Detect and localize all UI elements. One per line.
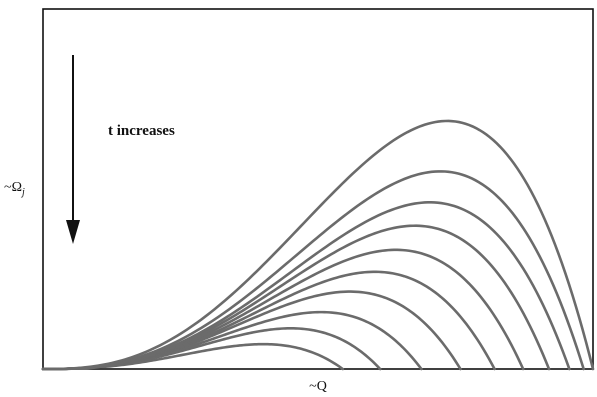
y-axis-label-subscript: j — [20, 187, 25, 198]
series-line-4 — [41, 290, 462, 371]
y-axis-label-main: ~Ω — [4, 180, 22, 195]
series-line-10 — [41, 119, 595, 371]
x-axis-label: ~Q — [309, 379, 327, 394]
series-layer — [41, 119, 595, 371]
annotation-t-increases: t increases — [108, 123, 175, 139]
series-line-9 — [41, 170, 585, 371]
time-arrow-head — [66, 220, 80, 244]
series-line-8 — [41, 201, 571, 371]
time-arrow — [66, 55, 80, 244]
y-axis-label: ~Ωj — [4, 180, 25, 198]
plot-frame — [42, 8, 594, 370]
